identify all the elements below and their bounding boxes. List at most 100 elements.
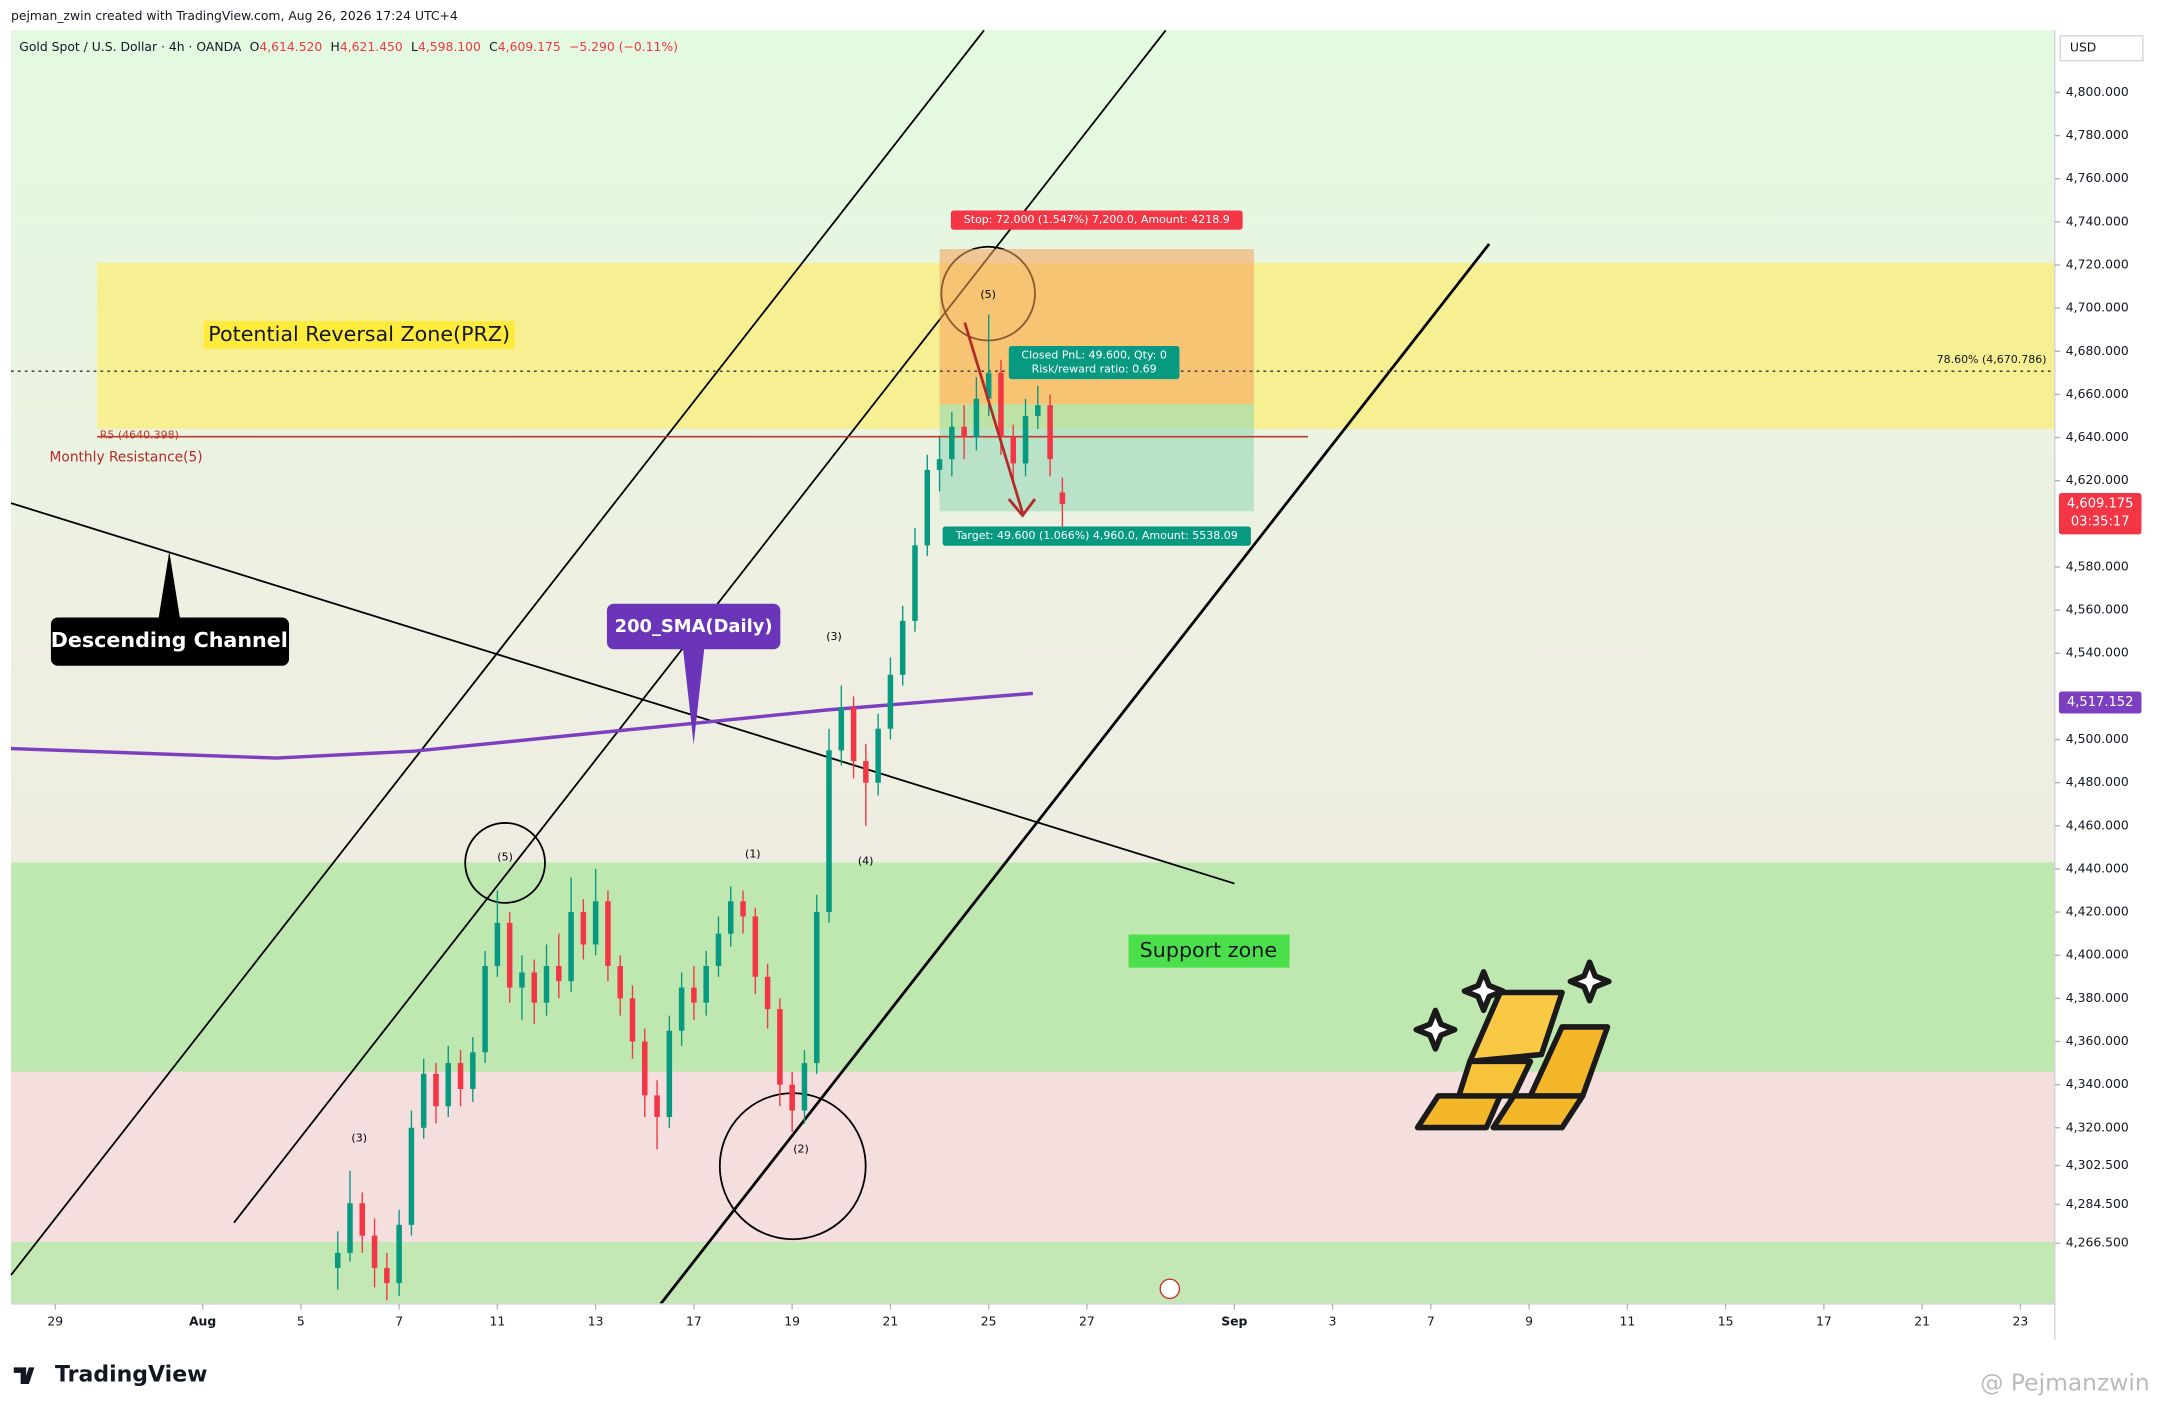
ohlc-key: L	[411, 38, 418, 53]
target-label-bg	[942, 526, 1251, 546]
x-tick-label: 9	[1525, 1313, 1533, 1328]
candle-body	[1047, 405, 1053, 460]
x-tick-label: 7	[395, 1313, 403, 1328]
x-tick-label: 11	[1619, 1313, 1635, 1328]
wave-label: (1)	[745, 848, 761, 861]
candle-body	[973, 398, 980, 438]
candle-body	[949, 426, 955, 460]
ohlc-key: O	[250, 38, 260, 53]
green-zone	[11, 1241, 2055, 1304]
desc-channel-label: Descending Channel	[51, 628, 288, 652]
candle-body	[703, 966, 709, 1003]
y-tick-label: 4,640.000	[2066, 429, 2129, 444]
candle-body	[506, 922, 513, 988]
support-label: Support zone	[1140, 938, 1277, 962]
sparkle	[1413, 1007, 1458, 1052]
y-tick-label: 4,720.000	[2066, 256, 2129, 271]
candle-body	[494, 922, 501, 967]
candle-body	[629, 998, 636, 1042]
stop-label: Stop: 72.000 (1.547%) 7,200.0, Amount: 4…	[964, 213, 1230, 226]
x-tick-label: 19	[784, 1313, 800, 1328]
x-tick-label: 13	[588, 1313, 604, 1328]
y-tick-label: 4,760.000	[2066, 170, 2129, 185]
gold-bar	[1467, 989, 1565, 1065]
candle-body	[777, 1009, 783, 1085]
candle-body	[875, 728, 881, 783]
ohlc-value: 4,598.100	[418, 38, 481, 53]
y-tick-label: 4,620.000	[2066, 472, 2129, 487]
candle-body	[605, 901, 611, 967]
sma-label: 200_SMA(Daily)	[615, 616, 773, 637]
stop-label-bg	[950, 210, 1243, 230]
sma-badge	[2058, 691, 2142, 714]
candle-body	[580, 912, 587, 945]
y-tick-label: 4,302.500	[2066, 1157, 2129, 1172]
fib-label: 78.60% (4,670.786)	[1937, 353, 2047, 366]
ohlc-value: 4,609.175	[498, 38, 561, 53]
candle-body	[936, 459, 943, 470]
candle-body	[961, 426, 967, 438]
sparkle	[1461, 969, 1506, 1014]
y-tick-label: 4,340.000	[2066, 1076, 2129, 1091]
x-tick-label: 5	[297, 1313, 305, 1328]
credit: pejman_zwin created with TradingView.com…	[11, 8, 458, 23]
wave-label: (5)	[980, 288, 996, 301]
sparkle	[1567, 959, 1612, 1004]
target-label: Target: 49.600 (1.066%) 4,960.0, Amount:…	[955, 529, 1238, 542]
candle-body	[740, 901, 746, 917]
candle-body	[334, 1252, 341, 1268]
r5-label: R5 (4640.398)	[100, 428, 179, 441]
move-arrow	[963, 322, 1037, 518]
candle-body	[445, 1063, 452, 1107]
candle-body	[678, 987, 685, 1031]
pointer	[158, 551, 181, 621]
candle-body	[887, 674, 894, 729]
candle-body	[727, 901, 734, 934]
y-tick-label: 4,440.000	[2066, 860, 2129, 875]
tv-logo: TradingView	[55, 1363, 207, 1388]
candle-body	[838, 707, 845, 751]
candle-body	[470, 1052, 476, 1089]
ohlc-key: C	[489, 38, 498, 53]
wave-label: (3)	[351, 1132, 367, 1145]
event-icon	[1159, 1278, 1181, 1300]
y-tick-label: 4,700.000	[2066, 300, 2129, 315]
candle-body	[654, 1095, 660, 1117]
candle-body	[408, 1127, 415, 1225]
candle-body	[531, 972, 537, 1003]
y-tick-label: 4,360.000	[2066, 1033, 2129, 1048]
pnl-bg	[1008, 345, 1180, 380]
x-tick-label: 17	[1816, 1313, 1832, 1328]
y-tick-label: 4,740.000	[2066, 213, 2129, 228]
y-tick-label: 4,800.000	[2066, 84, 2129, 99]
y-tick-label: 4,540.000	[2066, 645, 2129, 660]
candle-body	[912, 545, 918, 621]
y-tick-label: 4,780.000	[2066, 127, 2129, 142]
currency: USD	[2070, 40, 2096, 55]
wave-circle	[464, 822, 546, 904]
x-tick-label: 29	[47, 1313, 63, 1328]
candle-body	[568, 912, 574, 982]
ohlc-value: 4,614.520	[259, 38, 322, 53]
x-tick-label: 21	[1914, 1313, 1930, 1328]
gold-bar	[1527, 1024, 1611, 1099]
candle-body	[924, 469, 931, 546]
x-tick-label: 21	[883, 1313, 899, 1328]
candle-body	[764, 976, 771, 1010]
ohlc-key: H	[331, 38, 340, 53]
candle-body	[543, 966, 550, 1003]
y-tick-label: 4,380.000	[2066, 990, 2129, 1005]
candle-body	[457, 1063, 464, 1089]
x-tick-label: Sep	[1221, 1313, 1247, 1328]
candle-body	[789, 1084, 795, 1111]
sma-label-bg	[606, 603, 781, 650]
x-tick-label: Aug	[189, 1313, 216, 1328]
candle-body	[384, 1267, 390, 1284]
candle-body	[482, 966, 488, 1053]
last-price: 4,609.175	[2067, 497, 2134, 512]
support-label-bg	[1128, 934, 1290, 968]
candle-body	[433, 1073, 439, 1107]
x-tick-label: 11	[490, 1313, 506, 1328]
candle-body	[1035, 405, 1041, 416]
